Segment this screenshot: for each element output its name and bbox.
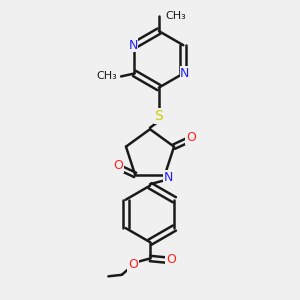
Text: N: N bbox=[180, 67, 190, 80]
Text: N: N bbox=[164, 171, 173, 184]
Text: O: O bbox=[186, 131, 196, 144]
Text: O: O bbox=[128, 258, 138, 271]
Text: S: S bbox=[154, 109, 163, 123]
Text: CH₃: CH₃ bbox=[166, 11, 186, 21]
Text: CH₃: CH₃ bbox=[97, 71, 117, 81]
Text: N: N bbox=[128, 39, 138, 52]
Text: O: O bbox=[166, 254, 176, 266]
Text: O: O bbox=[113, 160, 123, 172]
